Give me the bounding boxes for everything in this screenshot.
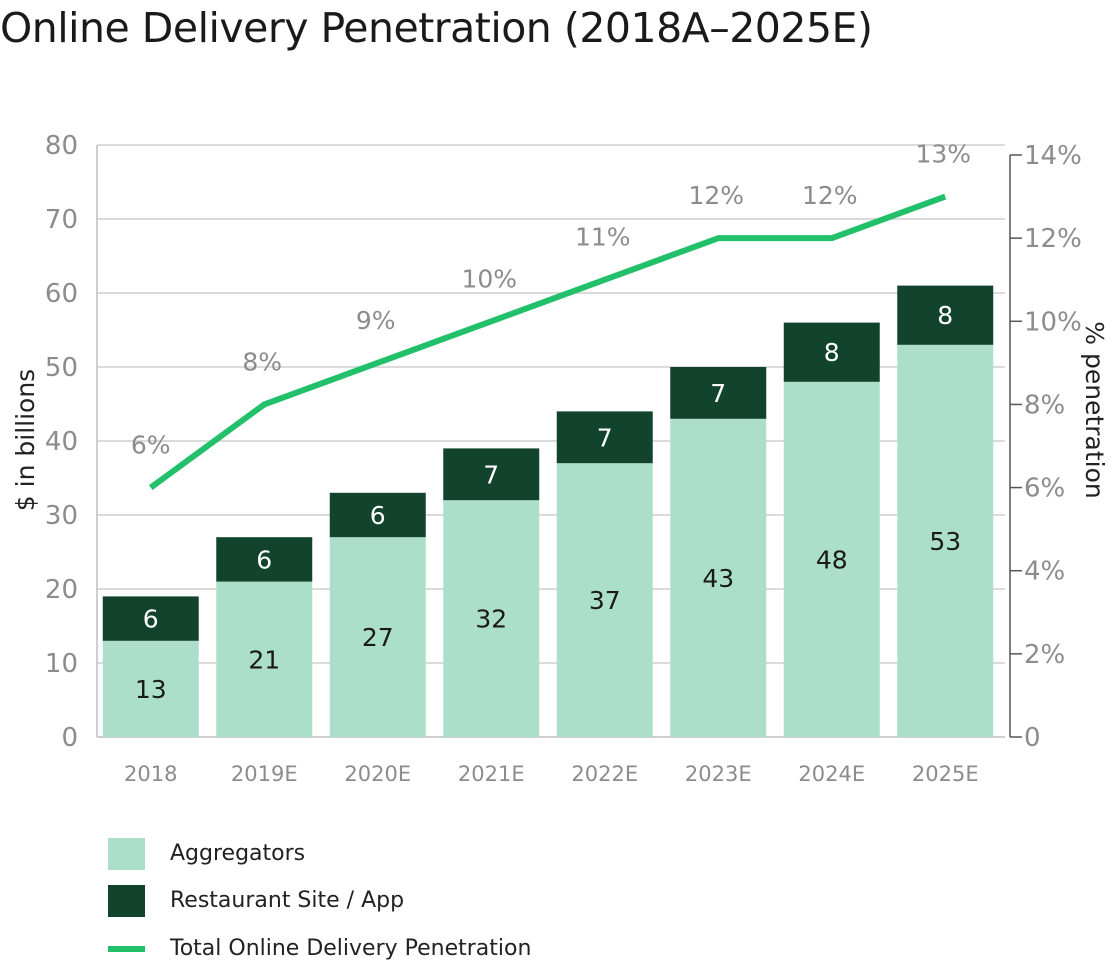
chart-title: Online Delivery Penetration (2018A–2025E… [0, 4, 873, 52]
bar-aggregators [102, 640, 199, 737]
data-label-restaurant: 7 [710, 379, 726, 408]
x-tick-label: 2018 [124, 762, 177, 786]
legend-label: Total Online Delivery Penetration [170, 936, 532, 961]
data-label-restaurant: 6 [143, 605, 159, 634]
bar-restaurant [443, 448, 540, 501]
data-label-aggregators: 48 [816, 545, 848, 574]
y-tick-label: 70 [45, 205, 78, 235]
data-label-aggregators: 21 [248, 645, 280, 674]
bar-restaurant [897, 285, 994, 345]
x-tick-label: 2022E [571, 762, 638, 786]
data-label-aggregators: 53 [929, 527, 961, 556]
y2-tick-label: 2% [1024, 640, 1065, 670]
y2-tick-label: 6% [1024, 474, 1065, 504]
legend-swatch-penetration [108, 946, 145, 952]
bar-restaurant [670, 367, 767, 419]
penetration-label: 11% [575, 223, 631, 252]
bar-aggregators [216, 581, 313, 737]
x-tick-label: 2020E [344, 762, 411, 786]
data-label-aggregators: 27 [362, 623, 394, 652]
y-tick-label: 20 [45, 575, 78, 605]
data-label-restaurant: 8 [937, 301, 953, 330]
y-axis-title: $ in billions [11, 369, 40, 511]
bar-aggregators [670, 418, 767, 737]
y-tick-label: 50 [45, 353, 78, 383]
legend-label: Aggregators [170, 841, 306, 866]
penetration-label: 12% [802, 181, 858, 210]
y2-tick-label: 8% [1024, 390, 1065, 420]
y-tick-label: 0 [61, 723, 78, 753]
penetration-label: 13% [915, 140, 971, 169]
penetration-label: 9% [356, 306, 396, 335]
bar-restaurant [783, 322, 880, 382]
data-label-restaurant: 8 [824, 338, 840, 367]
x-tick-label: 2019E [231, 762, 298, 786]
x-tick-label: 2024E [798, 762, 865, 786]
bar-restaurant [216, 537, 313, 582]
legend-swatch-aggregators [108, 838, 145, 870]
penetration-label: 12% [688, 181, 744, 210]
bar-aggregators [897, 344, 994, 737]
y2-axis-title: % penetration [1080, 321, 1109, 498]
y-tick-label: 80 [45, 131, 78, 161]
data-label-restaurant: 6 [256, 545, 272, 574]
y2-tick-label: 10% [1024, 307, 1082, 337]
data-label-aggregators: 32 [475, 605, 507, 634]
data-label-aggregators: 43 [702, 564, 734, 593]
y2-tick-label: 4% [1024, 557, 1065, 587]
legend-label: Restaurant Site / App [170, 888, 405, 913]
data-label-restaurant: 7 [483, 460, 499, 489]
bar-aggregators [329, 537, 426, 737]
bar-aggregators [556, 463, 653, 737]
legend-swatch-restaurant [108, 885, 145, 917]
x-tick-label: 2025E [912, 762, 979, 786]
x-tick-label: 2023E [685, 762, 752, 786]
bar-restaurant [102, 596, 199, 641]
y2-tick-label: 14% [1024, 141, 1082, 171]
data-label-restaurant: 7 [597, 423, 613, 452]
penetration-line [148, 193, 947, 490]
bar-restaurant [329, 492, 426, 538]
bar-restaurant [556, 411, 653, 464]
data-label-restaurant: 6 [370, 501, 386, 530]
y2-tick-label: 0 [1024, 723, 1041, 753]
data-label-aggregators: 13 [135, 675, 167, 704]
y-tick-label: 30 [45, 501, 78, 531]
x-tick-label: 2021E [458, 762, 525, 786]
data-label-aggregators: 37 [589, 586, 621, 615]
bar-aggregators [783, 381, 880, 737]
bar-aggregators [443, 500, 540, 737]
y-tick-label: 60 [45, 279, 78, 309]
y-tick-label: 40 [45, 427, 78, 457]
y-tick-label: 10 [45, 649, 78, 679]
penetration-label: 8% [242, 347, 282, 376]
penetration-label: 10% [461, 264, 517, 293]
y2-tick-label: 12% [1024, 224, 1082, 254]
penetration-label: 6% [131, 431, 171, 460]
